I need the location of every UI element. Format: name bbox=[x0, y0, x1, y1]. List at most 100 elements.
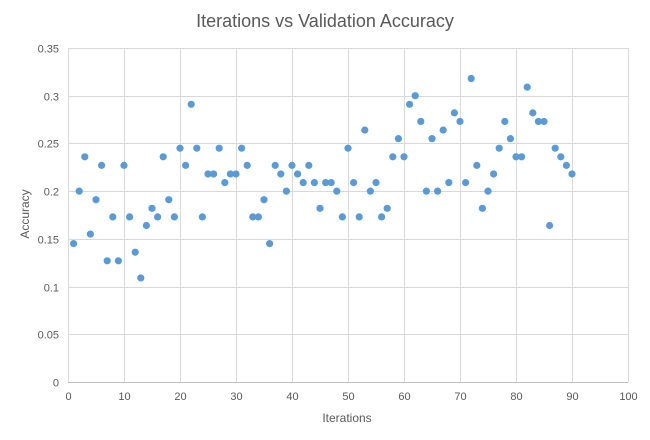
x-tick-label: 90 bbox=[566, 391, 578, 403]
grid-layer bbox=[68, 48, 629, 383]
data-point bbox=[75, 187, 83, 195]
data-point bbox=[383, 204, 391, 212]
data-point bbox=[142, 221, 150, 230]
data-point bbox=[70, 240, 78, 248]
data-point bbox=[322, 178, 330, 187]
tick-label-layer: 0 0.05 0.1 0.15 0.2 0.25 0.3 0.35 0 10 20 30 40 50 60 7… bbox=[38, 44, 638, 404]
data-point bbox=[428, 135, 436, 143]
chart-title: Iterations vs Validation Accuracy bbox=[196, 11, 454, 31]
data-point bbox=[170, 213, 178, 221]
x-tick-label: 0 bbox=[65, 391, 71, 403]
data-point bbox=[394, 135, 402, 143]
data-point bbox=[540, 117, 548, 126]
data-point bbox=[204, 170, 212, 178]
data-point bbox=[400, 153, 408, 161]
data-point bbox=[176, 144, 184, 152]
data-point bbox=[501, 117, 509, 126]
data-point bbox=[473, 161, 481, 169]
data-point bbox=[327, 178, 335, 187]
data-point bbox=[305, 161, 313, 169]
y-tick-label: 0 bbox=[53, 378, 59, 390]
data-point bbox=[422, 187, 430, 195]
data-point bbox=[120, 161, 128, 169]
data-point bbox=[154, 213, 162, 221]
data-point bbox=[254, 213, 262, 221]
data-point bbox=[294, 170, 302, 178]
data-point bbox=[282, 187, 290, 195]
x-tick-label: 70 bbox=[454, 391, 466, 403]
data-point bbox=[271, 161, 279, 169]
data-point bbox=[484, 187, 492, 195]
data-point bbox=[159, 153, 167, 161]
data-point bbox=[103, 257, 111, 265]
data-point bbox=[568, 170, 576, 178]
x-tick-label: 80 bbox=[510, 391, 522, 403]
data-point bbox=[316, 204, 324, 212]
data-point bbox=[137, 274, 145, 282]
data-point bbox=[243, 161, 251, 169]
data-point bbox=[238, 144, 246, 152]
data-point bbox=[299, 178, 307, 187]
data-point bbox=[450, 109, 458, 117]
y-tick-label: 0.25 bbox=[38, 139, 59, 151]
data-point bbox=[260, 196, 268, 204]
data-point bbox=[372, 178, 380, 187]
data-point bbox=[534, 117, 543, 126]
x-tick-label: 30 bbox=[230, 391, 242, 403]
x-tick-label: 20 bbox=[174, 391, 186, 403]
data-point bbox=[126, 213, 134, 221]
data-points bbox=[70, 74, 576, 282]
data-point bbox=[355, 213, 363, 221]
data-point bbox=[406, 100, 414, 108]
data-point bbox=[546, 221, 554, 230]
data-point bbox=[193, 144, 201, 152]
data-point bbox=[518, 153, 526, 161]
data-point bbox=[490, 170, 498, 178]
data-point bbox=[148, 204, 156, 212]
data-point bbox=[557, 153, 565, 161]
data-point bbox=[478, 204, 486, 212]
data-point bbox=[232, 170, 240, 178]
data-point bbox=[445, 178, 453, 187]
data-point bbox=[310, 178, 318, 187]
data-point bbox=[277, 170, 285, 178]
x-tick-label: 10 bbox=[118, 391, 130, 403]
y-axis-title: Accuracy bbox=[18, 189, 32, 238]
data-point bbox=[333, 187, 341, 195]
data-point bbox=[109, 213, 117, 221]
data-point bbox=[467, 74, 475, 83]
data-point bbox=[338, 213, 346, 221]
y-tick-label: 0.35 bbox=[38, 44, 59, 56]
data-point bbox=[529, 109, 537, 117]
data-point bbox=[350, 178, 358, 187]
data-point bbox=[226, 170, 234, 178]
x-tick-label: 40 bbox=[286, 391, 298, 403]
data-point bbox=[462, 178, 470, 187]
data-point bbox=[221, 178, 229, 187]
data-point bbox=[249, 213, 257, 221]
data-point bbox=[512, 153, 520, 161]
data-point bbox=[495, 144, 503, 152]
data-point bbox=[456, 117, 464, 126]
data-point bbox=[361, 126, 369, 134]
x-tick-label: 60 bbox=[398, 391, 410, 403]
y-tick-label: 0.2 bbox=[44, 187, 59, 199]
data-point bbox=[187, 100, 195, 108]
x-tick-label: 50 bbox=[342, 391, 354, 403]
data-point bbox=[92, 196, 100, 204]
data-point bbox=[210, 170, 218, 178]
data-point bbox=[439, 126, 447, 134]
data-point bbox=[182, 161, 190, 169]
data-point bbox=[344, 144, 352, 152]
data-point bbox=[131, 248, 139, 256]
data-point bbox=[366, 187, 374, 195]
data-point bbox=[215, 144, 223, 152]
data-point bbox=[411, 92, 419, 100]
data-point bbox=[288, 161, 296, 169]
y-tick-label: 0.1 bbox=[44, 283, 59, 295]
y-tick-label: 0.05 bbox=[38, 330, 59, 342]
data-point bbox=[434, 187, 442, 195]
data-point bbox=[389, 153, 397, 161]
